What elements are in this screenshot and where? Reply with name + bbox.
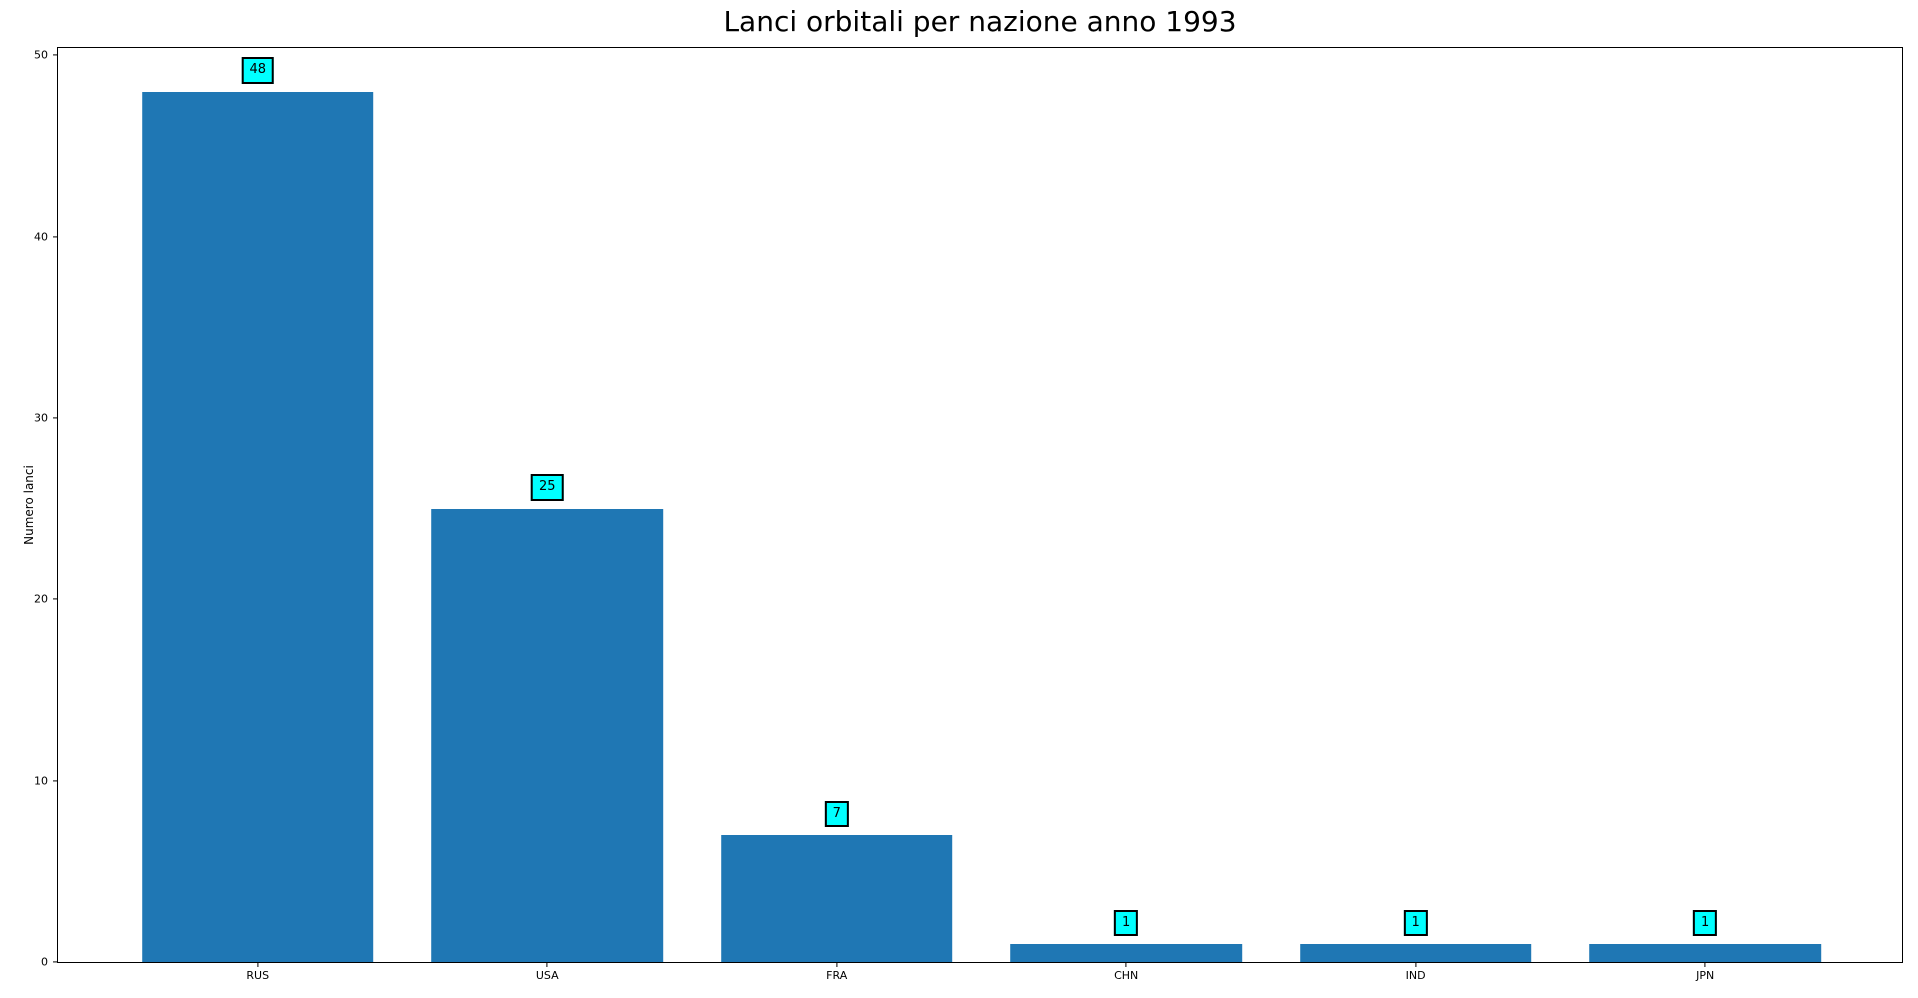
bar-value-label-usa: 25: [530, 474, 564, 501]
y-tick-label-50: 50: [34, 48, 48, 62]
bar-jpn: [1589, 943, 1821, 962]
bar-usa: [431, 508, 664, 962]
y-tick-label-30: 30: [34, 411, 48, 425]
y-axis-label: Numero lanci: [22, 465, 36, 545]
y-tick-mark-50: [53, 54, 58, 56]
bar-value-label-jpn: 1: [1693, 909, 1718, 936]
bar-ind: [1299, 943, 1532, 962]
bar-chn: [1010, 943, 1242, 962]
y-tick-label-0: 0: [41, 955, 48, 969]
y-tick-mark-40: [53, 236, 58, 238]
x-tick-mark-rus: [257, 962, 259, 967]
y-tick-label-10: 10: [34, 774, 48, 788]
bar-fra: [720, 835, 953, 962]
bar-value-label-ind: 1: [1403, 909, 1428, 936]
x-tick-label-ind: IND: [1405, 969, 1426, 982]
x-tick-mark-jpn: [1704, 962, 1706, 967]
y-tick-mark-30: [53, 417, 58, 419]
bar-value-label-chn: 1: [1114, 909, 1139, 936]
y-tick-mark-20: [53, 598, 58, 600]
bar-value-label-rus: 48: [241, 57, 275, 84]
x-tick-mark-fra: [836, 962, 838, 967]
plot-area: 0 10 20 30 40 50 RUS 48 USA 25 FRA 7 CHN 1 IND 1 JPN 1: [34, 47, 1903, 981]
x-tick-label-fra: FRA: [826, 969, 848, 982]
y-tick-label-40: 40: [34, 230, 48, 244]
chart-title: Lanci orbitali per nazione anno 1993: [723, 5, 1237, 38]
x-tick-label-rus: RUS: [246, 969, 270, 982]
x-tick-label-jpn: JPN: [1696, 969, 1715, 982]
x-tick-label-chn: CHN: [1114, 969, 1139, 982]
y-tick-mark-10: [53, 780, 58, 782]
x-tick-mark-usa: [546, 962, 548, 967]
x-tick-mark-chn: [1125, 962, 1127, 967]
y-tick-mark-0: [53, 961, 58, 963]
bar-rus: [141, 91, 374, 962]
bar-value-label-fra: 7: [824, 800, 849, 828]
x-tick-mark-ind: [1415, 962, 1417, 967]
y-tick-label-20: 20: [34, 592, 48, 606]
x-tick-label-usa: USA: [535, 969, 559, 982]
